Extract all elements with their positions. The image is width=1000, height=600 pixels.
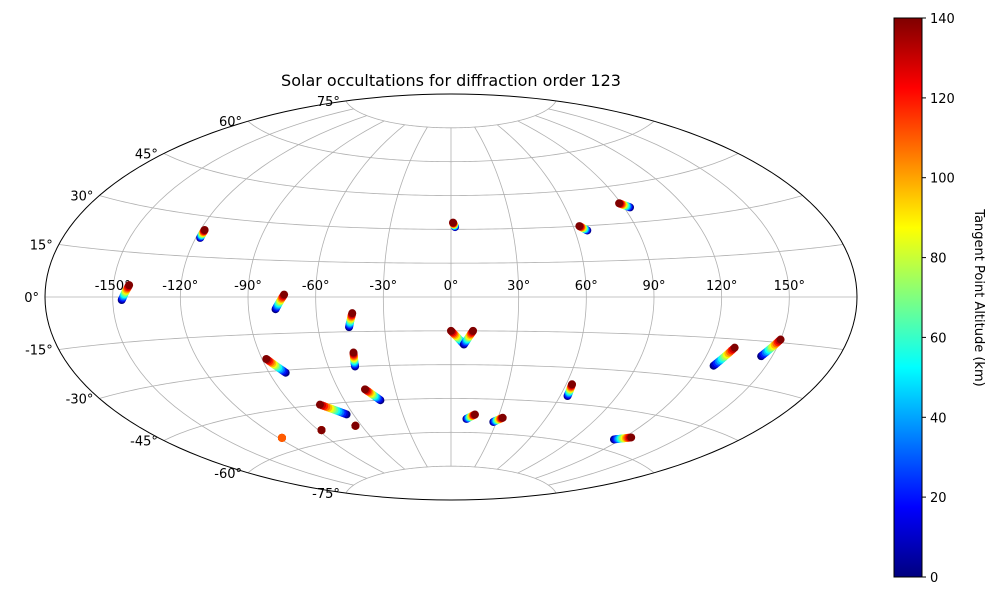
data-point (776, 335, 785, 344)
colorbar-tick-label: 0 (930, 571, 938, 586)
colorbar-tick-label: 80 (930, 252, 947, 267)
data-point (449, 218, 457, 227)
latitude-tick-labels: 75° 60° 45° 30° 15° 0° -15° -30° -45° -60° -75° (24, 95, 340, 502)
data-point (575, 222, 584, 231)
data-point (470, 410, 479, 419)
longitude-tick-label: 60° (575, 279, 598, 294)
data-point (615, 199, 624, 208)
longitude-tick-label: 30° (507, 279, 530, 294)
longitude-tick-label: -30° (369, 279, 397, 294)
longitude-gridline (247, 120, 385, 474)
longitude-gridline (112, 108, 354, 486)
latitude-tick-label: -75° (312, 487, 340, 502)
latitude-tick-label: 15° (30, 239, 53, 254)
longitude-tick-label: -150° (95, 279, 131, 294)
colorbar-tick-label: 100 (930, 172, 955, 187)
longitude-tick-label: -120° (162, 279, 198, 294)
longitude-tick-label: 120° (706, 279, 737, 294)
data-point (125, 281, 134, 290)
longitude-tick-label: -90° (234, 279, 262, 294)
latitude-tick-label: 0° (24, 291, 39, 306)
data-point (568, 380, 577, 389)
data-point (277, 433, 286, 442)
data-point (317, 426, 326, 435)
latitude-tick-label: 60° (219, 115, 242, 130)
data-point (315, 400, 324, 409)
data-point (498, 413, 507, 422)
map-boundary (44, 93, 858, 501)
latitude-tick-label: -45° (130, 435, 158, 450)
longitude-tick-label: 90° (642, 279, 665, 294)
data-point (730, 343, 739, 352)
colorbar-gradient (893, 17, 923, 578)
colorbar-tick-label: 60 (930, 331, 947, 346)
latitude-gridline (345, 100, 557, 129)
data-point (280, 290, 289, 299)
colorbar-label: Tangent Point Altitude (km) (971, 208, 986, 386)
colorbar-ticks: 0 20 40 60 80 100 120 140 (922, 12, 955, 586)
latitude-tick-label: 30° (70, 190, 93, 205)
data-point (262, 354, 271, 363)
longitude-tick-labels: -150° -120° -90° -60° -30° 0° 30° 60° 90° 120° 150… (95, 279, 805, 294)
data-point (349, 348, 358, 357)
latitude-tick-label: 45° (135, 148, 158, 163)
data-point (351, 421, 360, 430)
longitude-gridline (382, 126, 428, 468)
longitude-gridline (474, 126, 520, 468)
latitude-tick-label: -15° (25, 344, 53, 359)
longitude-gridline (548, 108, 790, 486)
data-point (361, 385, 370, 394)
data-point (627, 433, 636, 442)
data-point (469, 326, 478, 335)
data-point (447, 326, 455, 335)
colorbar-tick-label: 40 (930, 411, 947, 426)
data-point (348, 309, 357, 318)
longitude-tick-label: 0° (444, 279, 459, 294)
graticule (45, 100, 857, 494)
longitude-gridline (179, 115, 367, 479)
colorbar-tick-label: 20 (930, 491, 947, 506)
longitude-gridline (517, 120, 655, 474)
longitude-gridline (496, 124, 587, 470)
latitude-tick-label: 75° (317, 95, 340, 110)
data-point (200, 225, 209, 234)
latitude-tick-label: -60° (214, 467, 242, 482)
colorbar: 0 20 40 60 80 100 120 140 Tangent Point Altitud… (893, 12, 986, 586)
occultation-points (117, 199, 785, 444)
latitude-gridline (345, 465, 557, 494)
longitude-tick-label: -60° (302, 279, 330, 294)
longitude-gridline (535, 115, 723, 479)
latitude-tick-label: -30° (66, 393, 94, 408)
longitude-tick-label: 150° (774, 279, 805, 294)
colorbar-tick-label: 120 (930, 92, 955, 107)
colorbar-tick-label: 140 (930, 12, 955, 27)
chart-title: Solar occultations for diffraction order… (281, 71, 621, 90)
longitude-gridline (315, 124, 406, 470)
